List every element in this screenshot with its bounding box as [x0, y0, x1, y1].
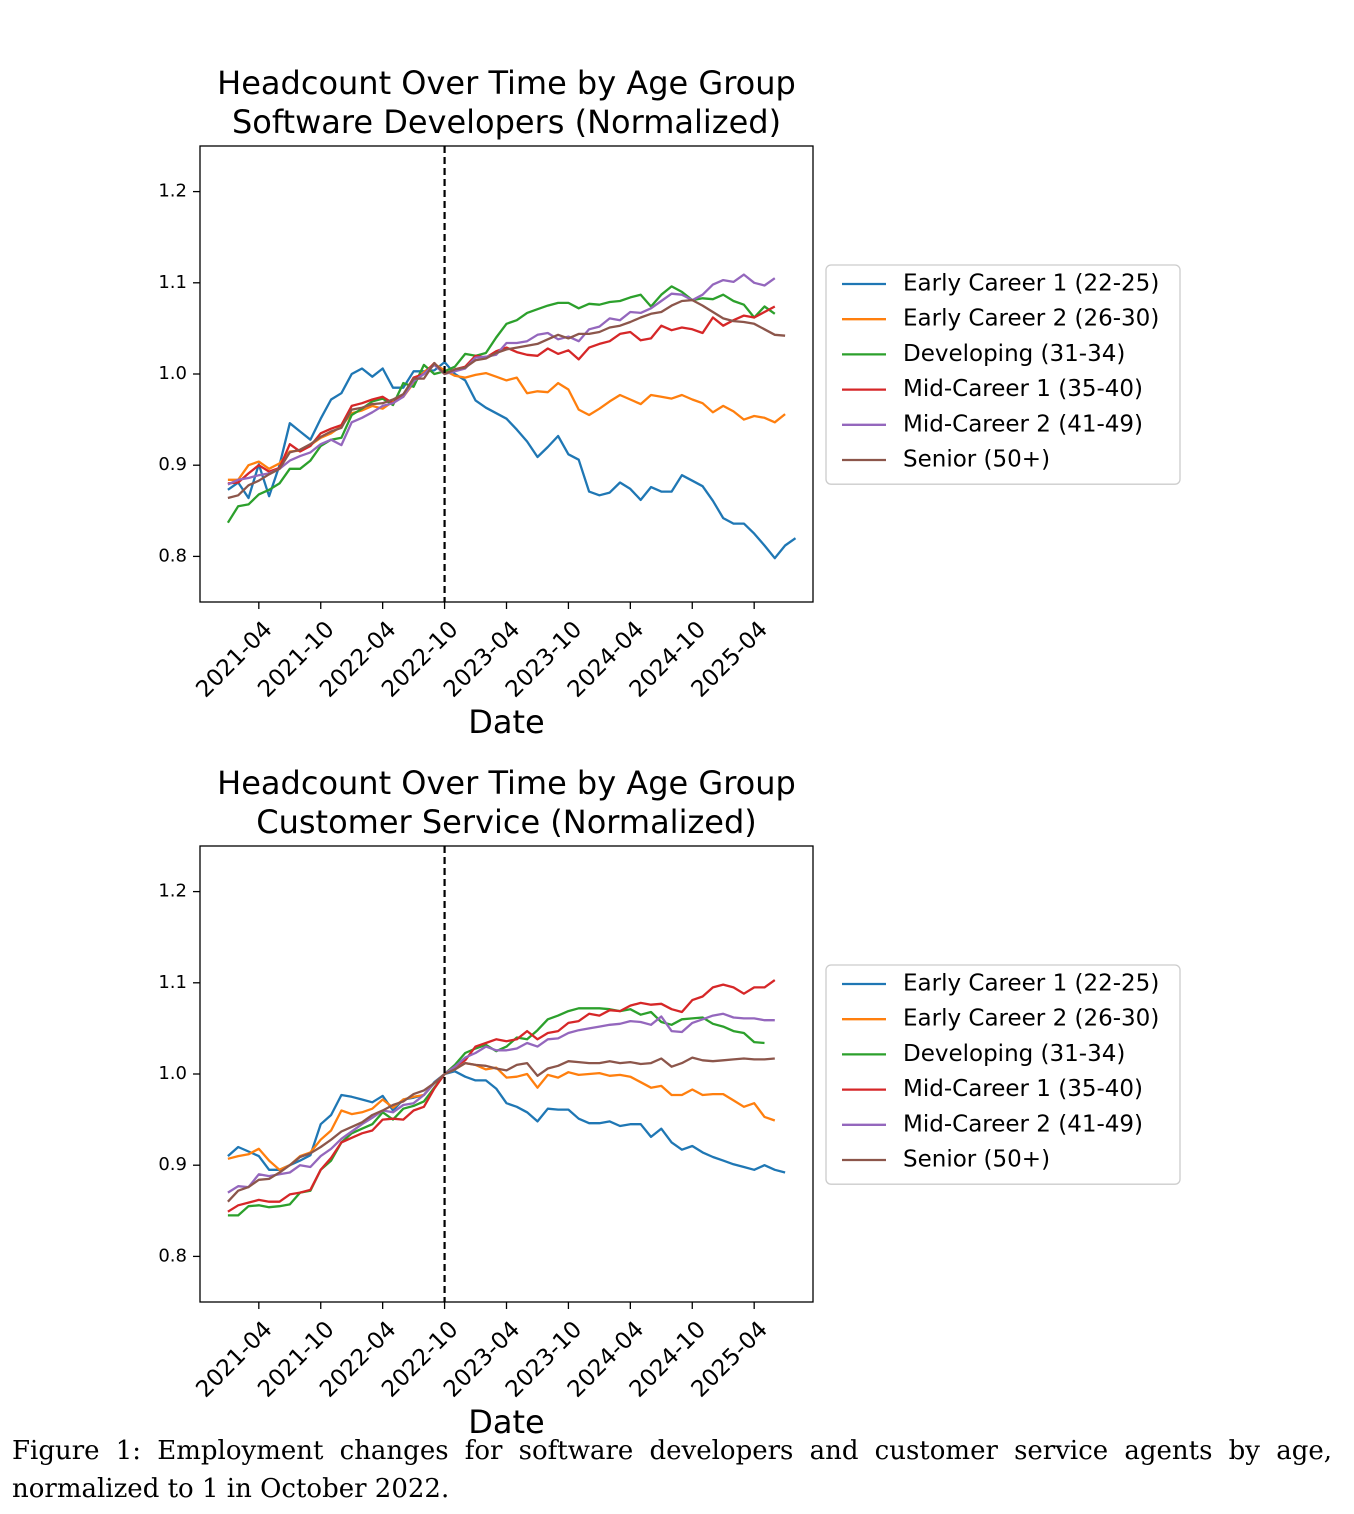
chart-software-developers: Headcount Over Time by Age GroupSoftware… [158, 64, 1181, 741]
plot-frame [199, 845, 814, 1303]
series-line [227, 1056, 775, 1203]
legend-label: Early Career 1 (22-25) [903, 271, 1159, 297]
series-line [227, 1070, 786, 1174]
series-line [227, 979, 776, 1213]
y-tick-label: 1.0 [158, 1063, 187, 1084]
legend-label: Mid-Career 2 (41-49) [903, 411, 1143, 437]
legend-label: Senior (50+) [903, 447, 1050, 473]
y-tick-label: 1.1 [158, 972, 187, 993]
figure-caption: Figure 1: Employment changes for softwar… [12, 1436, 1332, 1504]
legend-label: Early Career 1 (22-25) [903, 971, 1159, 997]
legend-label: Developing (31-34) [903, 341, 1125, 367]
x-axis-label: Date [468, 1403, 544, 1441]
series-line [227, 273, 776, 486]
y-tick-label: 1.0 [158, 363, 187, 384]
legend-label: Mid-Career 1 (35-40) [903, 376, 1143, 402]
chart-title-line: Headcount Over Time by Age Group [217, 64, 796, 102]
series-line [227, 305, 776, 485]
legend-box [825, 264, 1181, 485]
plot-frame [199, 145, 814, 603]
chart-title-line: Headcount Over Time by Age Group [217, 764, 796, 802]
series-line [226, 285, 776, 524]
x-axis-label: Date [468, 703, 544, 741]
legend-label: Developing (31-34) [903, 1041, 1125, 1067]
series-line [227, 1012, 775, 1194]
series-line [227, 362, 786, 481]
legend-label: Early Career 2 (26-30) [903, 1006, 1159, 1032]
legend-label: Early Career 2 (26-30) [903, 306, 1159, 332]
chart-title-line: Customer Service (Normalized) [256, 803, 756, 841]
legend-label: Senior (50+) [903, 1147, 1050, 1173]
y-tick-label: 1.1 [158, 272, 187, 293]
chart-title-line: Software Developers (Normalized) [232, 103, 781, 141]
legend-label: Mid-Career 1 (35-40) [903, 1076, 1143, 1102]
series-line [227, 360, 797, 560]
chart-customer-service: Headcount Over Time by Age GroupCustomer… [158, 764, 1181, 1441]
y-tick-label: 0.8 [158, 1245, 187, 1266]
y-tick-label: 0.9 [158, 1154, 187, 1175]
series-line [227, 298, 786, 500]
y-tick-label: 1.2 [158, 881, 187, 902]
legend-box [825, 964, 1181, 1185]
legend-label: Mid-Career 2 (41-49) [903, 1111, 1143, 1137]
series-line [227, 1061, 776, 1171]
y-tick-label: 1.2 [158, 181, 187, 202]
y-tick-label: 0.8 [158, 545, 187, 566]
y-tick-label: 0.9 [158, 454, 187, 475]
